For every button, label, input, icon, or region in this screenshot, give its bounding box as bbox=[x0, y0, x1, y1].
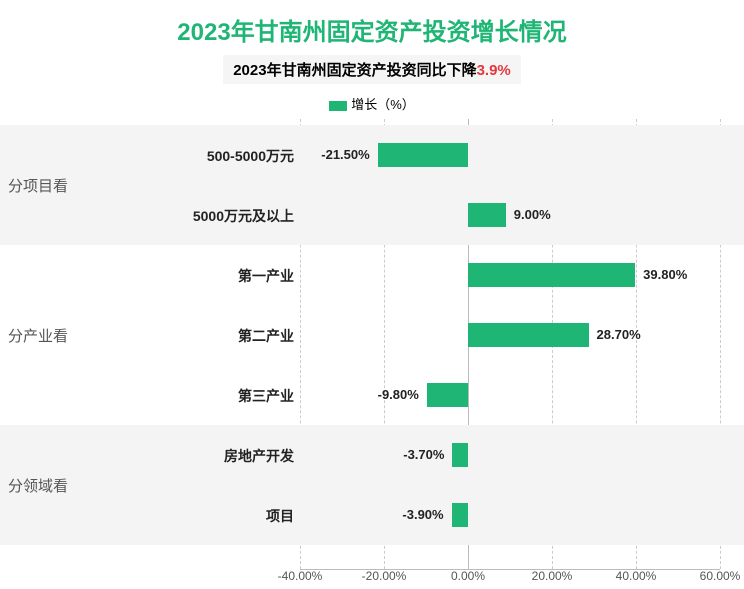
bar bbox=[468, 323, 589, 347]
row-label: 房地产开发 bbox=[94, 446, 294, 466]
chart-row: 5000万元及以上 9.00% bbox=[0, 185, 744, 245]
bar-value: -9.80% bbox=[378, 387, 419, 402]
axis-tick: 0.00% bbox=[451, 569, 485, 583]
chart-row: 房地产开发 -3.70% bbox=[0, 425, 744, 485]
row-label: 第一产业 bbox=[94, 266, 294, 286]
axis-tick: 20.00% bbox=[532, 569, 573, 583]
bar-value: 28.70% bbox=[597, 327, 641, 342]
subtitle-value: 3.9% bbox=[477, 62, 511, 79]
subtitle-prefix: 2023年甘南州固定资产投资同比下降 bbox=[233, 62, 476, 79]
axis-tick: 60.00% bbox=[700, 569, 741, 583]
axis-tick: -40.00% bbox=[278, 569, 323, 583]
x-axis: -40.00%-20.00%0.00%20.00%40.00%60.00% bbox=[300, 569, 720, 589]
bar bbox=[468, 203, 506, 227]
subtitle-wrap: 2023年甘南州固定资产投资同比下降3.9% bbox=[0, 47, 744, 84]
bar bbox=[452, 443, 468, 467]
axis-tick: 40.00% bbox=[616, 569, 657, 583]
row-label: 500-5000万元 bbox=[94, 146, 294, 166]
chart-row: 第二产业 28.70% bbox=[0, 305, 744, 365]
axis-tick: -20.00% bbox=[362, 569, 407, 583]
chart-row: 项目 -3.90% bbox=[0, 485, 744, 545]
chart-row: 500-5000万元 -21.50% bbox=[0, 125, 744, 185]
row-label: 第二产业 bbox=[94, 326, 294, 346]
row-label: 5000万元及以上 bbox=[94, 206, 294, 226]
bar bbox=[452, 503, 468, 527]
chart-subtitle: 2023年甘南州固定资产投资同比下降3.9% bbox=[223, 55, 521, 84]
row-label: 项目 bbox=[94, 506, 294, 526]
chart-legend: 增长（%） bbox=[0, 94, 744, 113]
bar-value: 9.00% bbox=[514, 207, 551, 222]
legend-label: 增长（%） bbox=[351, 97, 415, 112]
bar bbox=[468, 263, 635, 287]
bar bbox=[378, 143, 468, 167]
row-label: 第三产业 bbox=[94, 386, 294, 406]
bar bbox=[427, 383, 468, 407]
chart-row: 第一产业 39.80% bbox=[0, 245, 744, 305]
chart-title: 2023年甘南州固定资产投资增长情况 bbox=[0, 0, 744, 47]
bar-value: -3.70% bbox=[403, 447, 444, 462]
bar-value: -3.90% bbox=[402, 507, 443, 522]
chart-area: -40.00%-20.00%0.00%20.00%40.00%60.00%分项目… bbox=[0, 119, 744, 589]
chart-row: 第三产业 -9.80% bbox=[0, 365, 744, 425]
bar-value: -21.50% bbox=[321, 147, 369, 162]
legend-swatch bbox=[329, 101, 347, 111]
bar-value: 39.80% bbox=[643, 267, 687, 282]
